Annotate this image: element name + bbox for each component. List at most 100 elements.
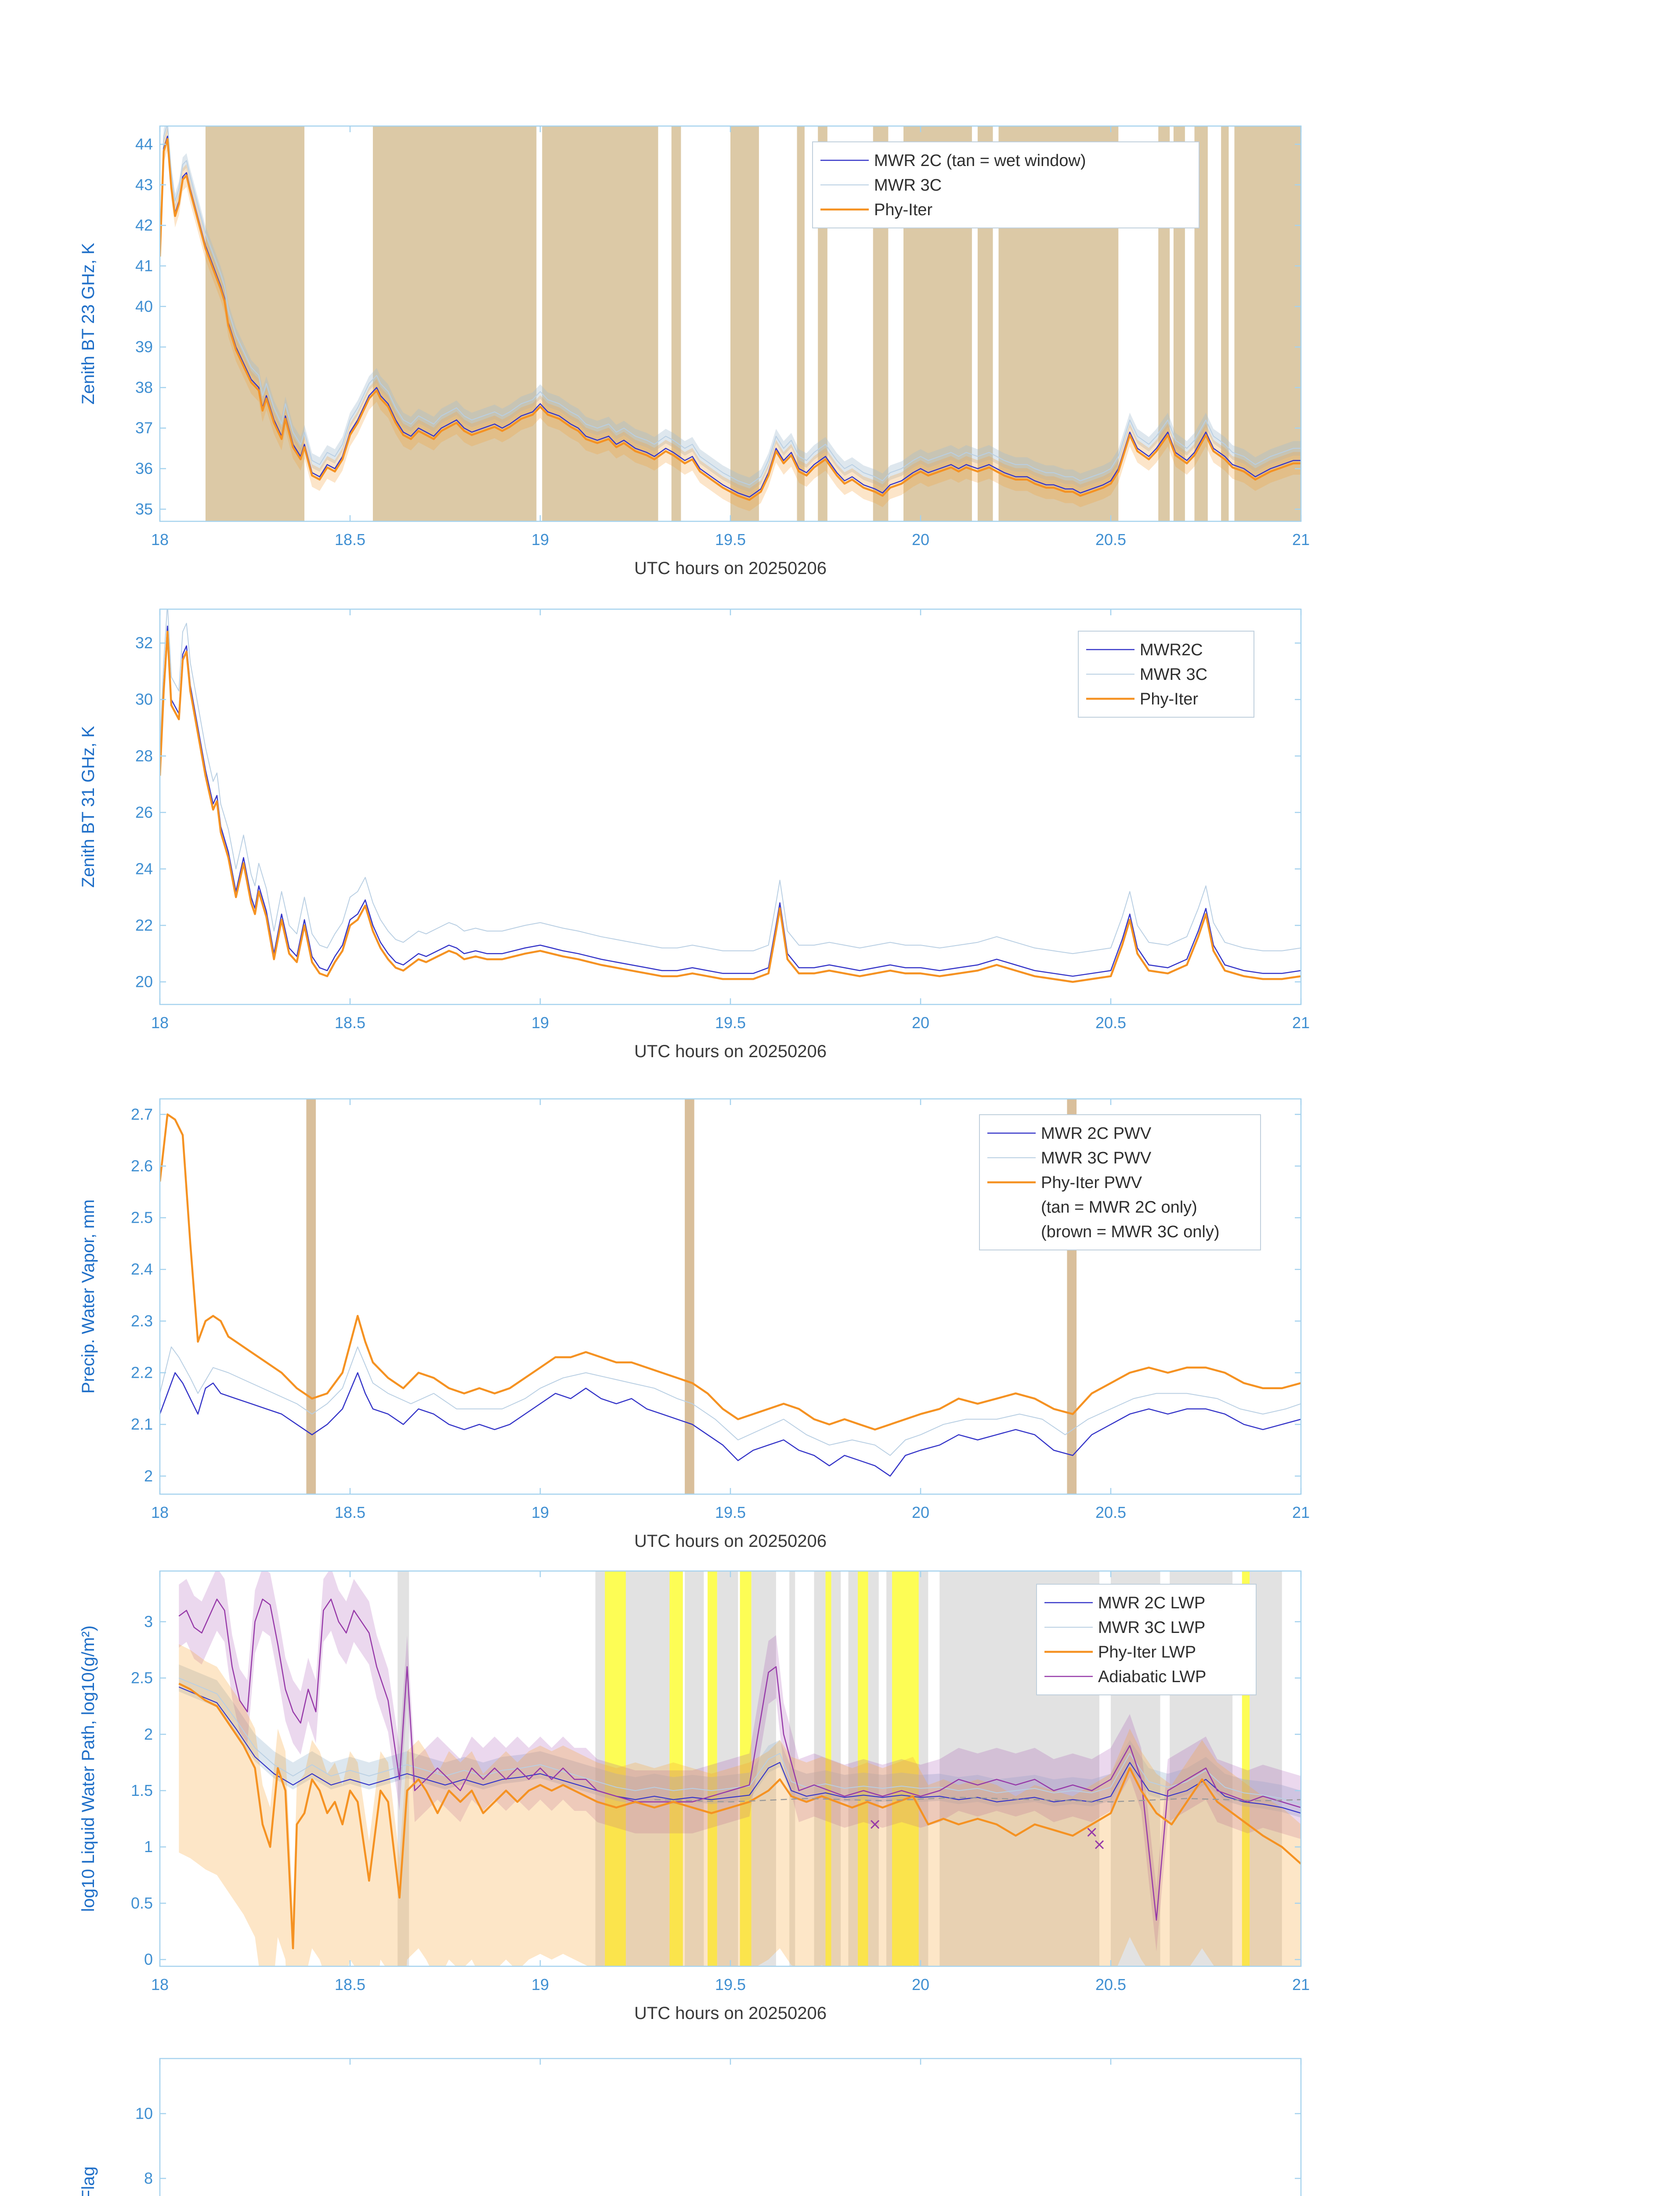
shaded-band [730, 126, 759, 521]
plot-area [178, 1571, 1301, 1966]
x-tick-label: 18.5 [335, 1014, 365, 1032]
y-tick-label: 3 [144, 1612, 153, 1630]
legend-label: MWR 2C (tan = wet window) [874, 152, 1086, 170]
x-tick-label: 20.5 [1095, 1976, 1126, 1994]
x-tick-label: 21 [1292, 1976, 1310, 1994]
y-tick-label: 2.6 [131, 1157, 153, 1175]
legend-label: (brown = MWR 3C only) [1041, 1223, 1219, 1241]
series-Adiabatic LWP [178, 1598, 1301, 1921]
marker-x [1087, 1828, 1096, 1837]
y-tick-label: 10 [135, 2104, 153, 2122]
y-tick-label: 39 [135, 338, 153, 356]
shaded-band [789, 1571, 795, 1966]
series-Phy-Iter [160, 138, 1301, 501]
shaded-band [892, 1571, 919, 1966]
shaded-band [1221, 126, 1229, 521]
x-tick-label: 19.5 [715, 1503, 746, 1521]
y-tick-label: 41 [135, 256, 153, 274]
y-tick-label: 37 [135, 419, 153, 437]
x-axis-label: UTC hours on 20250206 [634, 559, 827, 578]
shaded-band [708, 1571, 717, 1966]
band-Adiabatic LWP [179, 1571, 1301, 1952]
y-axis-label: Zenith BT 31 GHz, K [79, 726, 98, 888]
x-tick-label: 20 [912, 531, 929, 549]
legend: MWR 2C LWP MWR 3C LWP Phy-Iter LWP Adiabati… [1036, 1584, 1257, 1695]
series-MWR 3C PWV [160, 1346, 1301, 1456]
shaded-band [205, 126, 305, 521]
x-tick-label: 18 [151, 531, 169, 549]
panel-zenith-bt-23: 18 18.5 19 19.5 20 20.5 21 35 36 37 38 39 40 41 42 43 44… [0, 121, 1680, 626]
y-axis-label: Zenith BT 23 GHz, K [79, 243, 98, 405]
x-axis-label: UTC hours on 20250206 [634, 1042, 827, 1061]
y-tick-label: 0.5 [131, 1894, 153, 1912]
legend-label: Adiabatic LWP [1098, 1668, 1206, 1686]
x-tick-label: 20 [912, 1976, 929, 1994]
panel-pwv: 18 18.5 19 19.5 20 20.5 21 2 2.1 2.2 2.3 2.4 2.5 2.6 2… [0, 1094, 1680, 1599]
x-tick-label: 19 [531, 531, 549, 549]
x-tick-label: 18.5 [335, 531, 365, 549]
y-tick-label: 2 [144, 1467, 153, 1485]
shaded-band [306, 1099, 316, 1494]
y-tick-label: 28 [135, 747, 153, 765]
series-MWR 2C LWP [178, 1687, 1301, 1814]
band-MWR 3C [160, 126, 1301, 492]
chart-lwp: 18 18.5 19 19.5 20 20.5 21 0 0.5 1 1.5 2 2.5 3 log10 L… [79, 1570, 1310, 2023]
legend-label: (tan = MWR 2C only) [1041, 1198, 1197, 1217]
y-tick-label: 24 [135, 860, 153, 878]
x-tick-label: 19.5 [715, 1976, 746, 1994]
band-MWR 3C LWP [179, 1664, 1301, 1818]
band-Phy-Iter [160, 127, 1301, 511]
series-Phy-Iter [160, 631, 1301, 983]
legend-label: MWR 2C PWV [1041, 1124, 1152, 1143]
shaded-band [372, 126, 537, 521]
marker-x [1095, 1840, 1104, 1849]
shaded-band [685, 1099, 694, 1494]
legend-box [812, 141, 1199, 228]
chart-zenith-bt-23: 18 18.5 19 19.5 20 20.5 21 35 36 37 38 39 40 41 42 43 44… [79, 125, 1310, 578]
shaded-band [671, 126, 681, 521]
legend: MWR 2C (tan = wet window) MWR 3C Phy-Iter [812, 141, 1199, 228]
legend-label: Phy-Iter [874, 201, 932, 219]
y-tick-label: 22 [135, 916, 153, 934]
legend-label: Phy-Iter PWV [1041, 1174, 1142, 1192]
x-tick-label: 19 [531, 1503, 549, 1521]
series-Phy-Iter LWP [178, 1683, 1301, 1950]
shaded-band [605, 1571, 626, 1966]
series-MWR 3C [160, 126, 1301, 485]
x-axis-label: UTC hours on 20250206 [634, 1531, 827, 1551]
y-tick-label: 1 [144, 1838, 153, 1856]
y-tick-label: 2.4 [131, 1260, 153, 1278]
x-axis-label: UTC hours on 20250206 [634, 2004, 827, 2023]
shaded-band [397, 1571, 409, 1966]
plot-area [160, 1113, 1301, 1477]
y-tick-label: 2.1 [131, 1415, 153, 1433]
x-tick-label: 18 [151, 1503, 169, 1521]
y-tick-label: 32 [135, 634, 153, 652]
shaded-band [797, 126, 805, 521]
x-tick-label: 21 [1292, 1503, 1310, 1521]
legend: MWR 2C PWV MWR 3C PWV Phy-Iter PWV (tan = M… [979, 1114, 1261, 1250]
x-tick-label: 18.5 [335, 1503, 365, 1521]
y-axis-label: Precip. Water Vapor, mm [79, 1199, 98, 1394]
shaded-band [669, 1571, 683, 1966]
shaded-band [1234, 126, 1301, 521]
y-tick-label: 1.5 [131, 1781, 153, 1799]
legend-label: MWR 3C PWV [1041, 1149, 1152, 1167]
x-tick-label: 18 [151, 1014, 169, 1032]
x-tick-label: 19.5 [715, 1014, 746, 1032]
series-Phy-Iter PWV [160, 1113, 1301, 1431]
y-tick-label: 2.2 [131, 1364, 153, 1382]
series-gray-dashed [654, 1797, 1301, 1802]
series-MWR 3C LWP [178, 1677, 1301, 1805]
y-tick-label: 26 [135, 803, 153, 821]
legend-label: Phy-Iter [1140, 690, 1198, 708]
y-tick-label: 43 [135, 176, 153, 194]
y-tick-label: 2.7 [131, 1105, 153, 1123]
legend-label: MWR 3C [1140, 665, 1207, 684]
y-tick-label: 42 [135, 216, 153, 234]
shaded-band [542, 126, 658, 521]
x-tick-label: 20 [912, 1503, 929, 1521]
